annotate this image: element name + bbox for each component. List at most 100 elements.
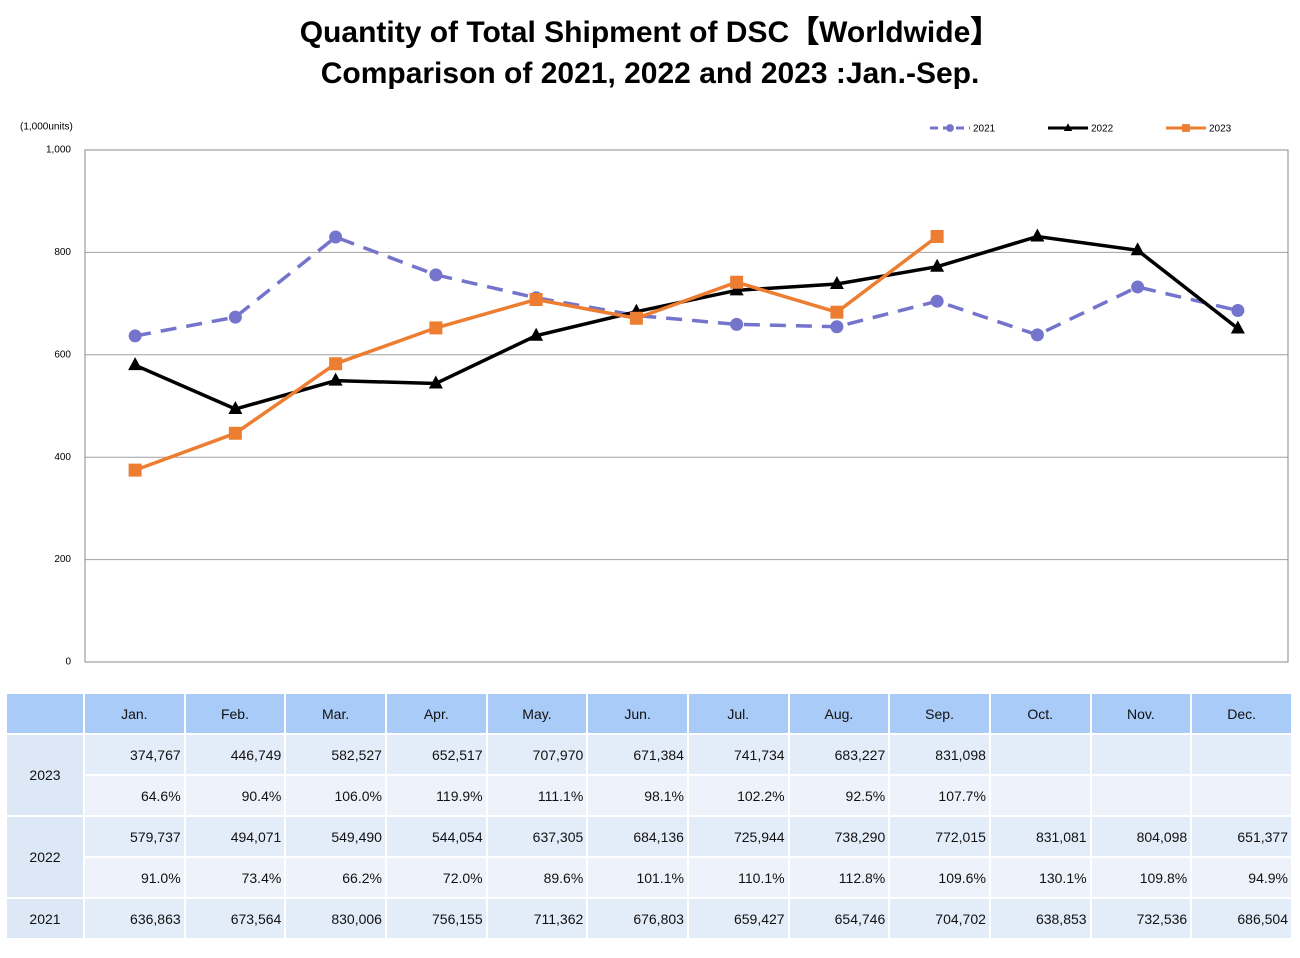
marker xyxy=(930,229,944,243)
table-cell: 741,734 xyxy=(686,733,790,776)
marker xyxy=(930,294,944,308)
marker xyxy=(730,317,744,331)
table-cell xyxy=(988,733,1092,776)
table-cell: 676,803 xyxy=(586,897,689,940)
table-cell: 102.2% xyxy=(686,774,790,817)
table-cell: 494,071 xyxy=(183,815,287,858)
table-cell: 66.2% xyxy=(284,856,387,899)
table-cell: 671,384 xyxy=(586,733,689,776)
table-cell: 804,098 xyxy=(1089,815,1193,858)
column-header: Jul. xyxy=(686,692,790,735)
marker xyxy=(930,258,945,272)
column-header: Aug. xyxy=(787,692,891,735)
column-header: Feb. xyxy=(183,692,287,735)
table-cell xyxy=(1089,774,1193,817)
table-cell xyxy=(988,774,1092,817)
table-cell: 110.1% xyxy=(686,856,790,899)
marker xyxy=(429,321,443,335)
series xyxy=(128,228,1245,415)
marker xyxy=(428,375,443,389)
table-cell: 72.0% xyxy=(384,856,488,899)
table-cell: 831,098 xyxy=(888,733,991,776)
marker xyxy=(128,463,142,477)
series xyxy=(128,229,944,477)
column-header: Oct. xyxy=(988,692,1092,735)
table-cell: 130.1% xyxy=(988,856,1092,899)
table-cell: 636,863 xyxy=(83,897,186,940)
marker xyxy=(228,310,242,324)
marker xyxy=(1030,328,1044,342)
marker xyxy=(329,357,343,371)
marker xyxy=(329,230,343,244)
y-tick-label: 400 xyxy=(54,452,71,463)
table-cell: 707,970 xyxy=(485,733,589,776)
table-cell: 756,155 xyxy=(384,897,488,940)
marker xyxy=(529,327,544,341)
table-cell: 652,517 xyxy=(384,733,488,776)
table-cell: 582,527 xyxy=(284,733,387,776)
marker xyxy=(128,357,143,371)
table-cell: 711,362 xyxy=(485,897,589,940)
marker xyxy=(1063,123,1073,131)
column-header: Jan. xyxy=(83,692,186,735)
chart: Quantity of Total Shipment of DSC【Worldw… xyxy=(20,16,1289,668)
table-cell: 119.9% xyxy=(384,774,488,817)
table-cell: 90.4% xyxy=(183,774,287,817)
table-cell xyxy=(1190,774,1293,817)
table-cell: 94.9% xyxy=(1190,856,1293,899)
legend-label: 2022 xyxy=(1091,124,1114,135)
table-cell: 830,006 xyxy=(284,897,387,940)
table-cell: 544,054 xyxy=(384,815,488,858)
table-cell: 446,749 xyxy=(183,733,287,776)
table-cell: 549,490 xyxy=(284,815,387,858)
legend-label: 2023 xyxy=(1209,124,1232,135)
column-header: Dec. xyxy=(1190,692,1293,735)
table-cell: 738,290 xyxy=(787,815,891,858)
table-cell: 91.0% xyxy=(83,856,186,899)
y-tick-label: 200 xyxy=(54,554,71,565)
marker xyxy=(1131,280,1145,294)
table-cell: 686,504 xyxy=(1190,897,1293,940)
column-header: Sep. xyxy=(888,692,991,735)
marker xyxy=(829,275,844,289)
table-cell: 732,536 xyxy=(1089,897,1193,940)
table-cell: 109.8% xyxy=(1089,856,1193,899)
table-cell: 107.7% xyxy=(888,774,991,817)
chart-subtitle: Comparison of 2021, 2022 and 2023 :Jan.-… xyxy=(321,57,980,90)
marker xyxy=(629,311,643,325)
table-cell xyxy=(1089,733,1193,776)
marker xyxy=(830,320,844,334)
marker xyxy=(1231,304,1245,318)
table-cell: 651,377 xyxy=(1190,815,1293,858)
column-header: Jun. xyxy=(586,692,689,735)
marker xyxy=(730,275,744,289)
row-header: 2021 xyxy=(5,897,85,940)
table-cell: 579,737 xyxy=(83,815,186,858)
marker xyxy=(1182,124,1190,132)
marker xyxy=(328,372,343,386)
table-cell: 725,944 xyxy=(686,815,790,858)
table-cell: 638,853 xyxy=(988,897,1092,940)
table-cell: 374,767 xyxy=(83,733,186,776)
column-header: Nov. xyxy=(1089,692,1193,735)
marker xyxy=(830,305,844,319)
table-cell: 92.5% xyxy=(787,774,891,817)
table-cell: 772,015 xyxy=(888,815,991,858)
marker xyxy=(1230,320,1245,334)
chart-title: Quantity of Total Shipment of DSC【Worldw… xyxy=(300,16,1001,49)
y-tick-label: 600 xyxy=(54,349,71,360)
table-cell: 654,746 xyxy=(787,897,891,940)
table-cell xyxy=(1190,733,1293,776)
marker xyxy=(1030,228,1045,242)
series-line xyxy=(134,234,1239,411)
y-tick-label: 800 xyxy=(54,247,71,258)
marker xyxy=(228,426,242,440)
column-header: Mar. xyxy=(284,692,387,735)
column-header: May. xyxy=(485,692,589,735)
row-header: 2022 xyxy=(5,815,85,899)
table-cell: 89.6% xyxy=(485,856,589,899)
table-cell: 101.1% xyxy=(586,856,689,899)
marker xyxy=(529,293,543,307)
series xyxy=(128,230,1245,343)
